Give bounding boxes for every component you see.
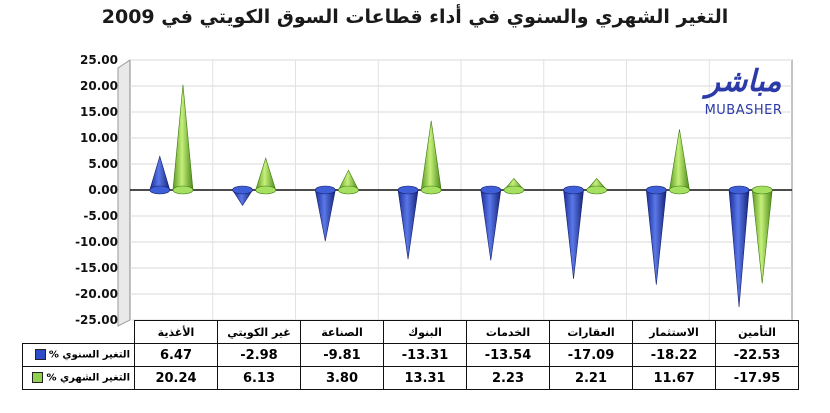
table-header-row: الأغذية غير الكويتي الصناعة البنوك الخدمات ال… [22, 320, 799, 344]
cone-base [563, 185, 584, 195]
cone-monthly-1 [255, 157, 277, 195]
y-tick-label: 15.00 [80, 105, 118, 119]
cone-annual-0 [149, 155, 171, 195]
data-table: الأغذية غير الكويتي الصناعة البنوك الخدمات ال… [22, 320, 799, 390]
category-label: الخدمات [466, 320, 550, 344]
data-value-cell: -17.09 [549, 343, 633, 367]
category-label: العقارات [549, 320, 633, 344]
series-label: التغير السنوي % [22, 343, 135, 367]
y-tick-label: -10.00 [75, 235, 118, 249]
cone-base [480, 185, 502, 195]
data-value-cell: -18.22 [632, 343, 716, 367]
data-value-cell: -9.81 [300, 343, 384, 367]
category-label: الصناعة [300, 320, 384, 344]
data-value-cell: 6.47 [134, 343, 218, 367]
cone-monthly-6 [669, 129, 690, 195]
grid-lines [130, 59, 792, 321]
data-value-cell: -13.54 [466, 343, 550, 367]
data-value-cell: -2.98 [217, 343, 301, 367]
data-value-cell: 3.80 [300, 366, 384, 390]
table-row: التغير الشهري % 20.24 6.13 3.80 13.31 2.23 2.2… [22, 366, 799, 390]
legend-swatch [34, 349, 46, 361]
chart-title: التغير الشهري والسنوي في أداء قطاعات الس… [101, 6, 729, 28]
category-label: الاستثمار [632, 320, 716, 344]
table-corner [22, 320, 135, 344]
cone-base [172, 185, 194, 195]
cone-monthly-5 [586, 178, 608, 195]
legend-swatch [32, 372, 44, 384]
y-tick-label: 25.00 [80, 53, 118, 67]
data-value-cell: 13.31 [383, 366, 467, 390]
y-axis-ticks: 25.00 20.00 15.00 10.00 5.00 0.00 -5.00 -10.00 -… [75, 53, 118, 327]
data-value-cell: 6.13 [217, 366, 301, 390]
cone-base [314, 185, 336, 195]
cone-annual-6 [645, 185, 667, 285]
cone-monthly-0 [172, 84, 194, 195]
y-tick-label: 0.00 [88, 183, 118, 197]
mubasher-logo: مباشر MUBASHER [696, 62, 791, 142]
cone-base [503, 185, 525, 195]
y-tick-label: -15.00 [75, 261, 118, 275]
cone-base [232, 185, 253, 195]
cone-monthly-7 [751, 185, 773, 284]
data-value-cell: -22.53 [715, 343, 799, 367]
data-value-cell: -13.31 [383, 343, 467, 367]
series-label: التغير الشهري % [22, 366, 135, 390]
data-value-cell: 2.23 [466, 366, 550, 390]
cone-annual-2 [314, 185, 336, 242]
cone-annual-7 [728, 185, 750, 308]
cone-monthly-3 [420, 120, 442, 195]
series-name: التغير الشهري % [46, 372, 130, 384]
logo-english-text: MUBASHER [704, 103, 783, 118]
cone-base [645, 185, 667, 195]
table-row: التغير السنوي % 6.47 -2.98 -9.81 -13.31 -13.5… [22, 343, 799, 367]
cone-monthly-2 [337, 169, 359, 195]
cone-base [255, 185, 277, 195]
data-value-cell: 2.21 [549, 366, 633, 390]
cone-annual-5 [563, 185, 584, 279]
category-label: غير الكويتي [217, 320, 301, 344]
category-label: الأغذية [134, 320, 218, 344]
cone-base [338, 185, 359, 195]
cone-base [397, 185, 419, 195]
cone-monthly-4 [503, 177, 525, 195]
category-label: التأمين [715, 320, 799, 344]
series-name: التغير السنوي % [48, 349, 130, 361]
cone-annual-4 [480, 185, 502, 261]
data-value-cell: -17.95 [715, 366, 799, 390]
cone-base [751, 185, 773, 195]
cone-base [420, 185, 442, 195]
logo-arabic-text: مباشر [705, 64, 782, 99]
chart-marks [149, 84, 773, 308]
data-value-cell: 20.24 [134, 366, 218, 390]
y-tick-label: -5.00 [83, 209, 118, 223]
cone-base [728, 185, 750, 195]
y-tick-label: 20.00 [80, 79, 118, 93]
data-value-cell: 11.67 [632, 366, 716, 390]
cone-annual-1 [231, 185, 254, 207]
y-tick-label: -20.00 [75, 287, 118, 301]
cone-base [586, 185, 608, 195]
cone-base [149, 185, 171, 195]
y-tick-label: 5.00 [88, 157, 118, 171]
category-label: البنوك [383, 320, 467, 344]
cone-base [669, 185, 690, 195]
plot-background [117, 59, 793, 327]
cone-annual-3 [397, 185, 419, 260]
plot-side-wall [117, 59, 131, 327]
y-tick-label: 10.00 [80, 131, 118, 145]
